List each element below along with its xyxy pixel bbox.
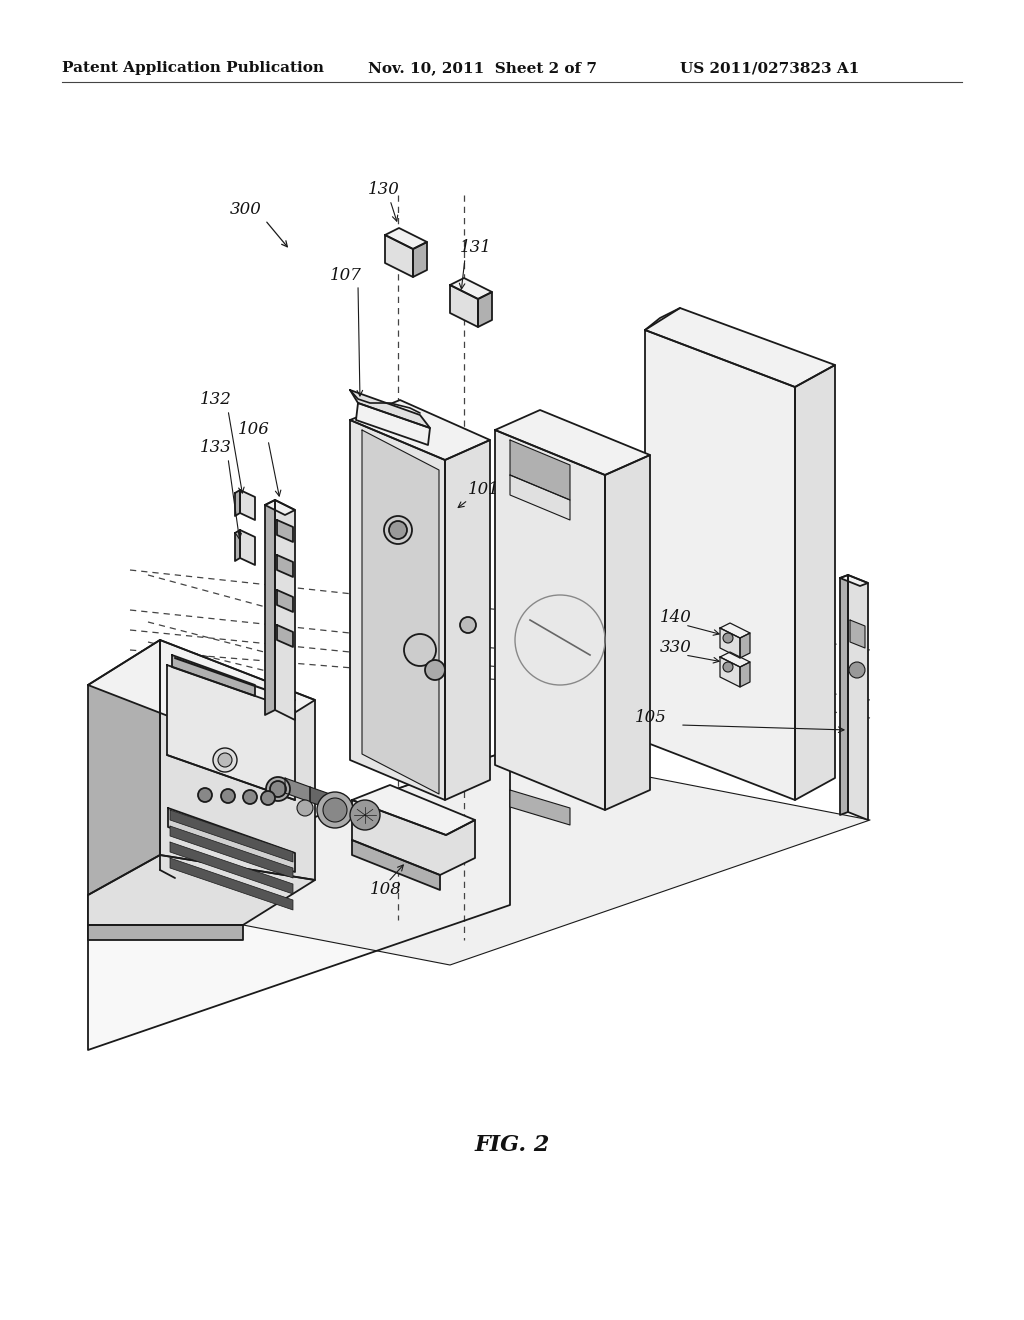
Polygon shape bbox=[450, 279, 492, 300]
Circle shape bbox=[323, 799, 347, 822]
Polygon shape bbox=[848, 576, 868, 820]
Text: 106: 106 bbox=[238, 421, 270, 438]
Polygon shape bbox=[413, 242, 427, 277]
Polygon shape bbox=[170, 858, 293, 909]
Polygon shape bbox=[275, 500, 295, 719]
Polygon shape bbox=[265, 500, 275, 715]
Polygon shape bbox=[362, 430, 439, 795]
Polygon shape bbox=[350, 389, 430, 428]
Circle shape bbox=[460, 616, 476, 634]
Polygon shape bbox=[385, 228, 427, 249]
Polygon shape bbox=[278, 520, 293, 543]
Circle shape bbox=[384, 516, 412, 544]
Polygon shape bbox=[720, 628, 740, 657]
Polygon shape bbox=[168, 808, 295, 873]
Polygon shape bbox=[840, 576, 868, 586]
Polygon shape bbox=[645, 308, 835, 387]
Text: 330: 330 bbox=[660, 639, 692, 656]
Polygon shape bbox=[850, 620, 865, 648]
Polygon shape bbox=[310, 787, 330, 809]
Text: 300: 300 bbox=[230, 202, 262, 219]
Circle shape bbox=[317, 792, 353, 828]
Polygon shape bbox=[172, 655, 255, 696]
Circle shape bbox=[723, 663, 733, 672]
Polygon shape bbox=[88, 750, 870, 965]
Polygon shape bbox=[740, 634, 750, 657]
Polygon shape bbox=[170, 842, 293, 894]
Polygon shape bbox=[352, 840, 440, 890]
Polygon shape bbox=[350, 400, 490, 459]
Polygon shape bbox=[160, 640, 315, 880]
Text: FIG. 2: FIG. 2 bbox=[474, 1134, 550, 1156]
Polygon shape bbox=[495, 411, 650, 475]
Circle shape bbox=[849, 663, 865, 678]
Text: 131: 131 bbox=[460, 239, 492, 256]
Polygon shape bbox=[352, 800, 475, 875]
Text: 133: 133 bbox=[200, 440, 231, 457]
Polygon shape bbox=[234, 531, 240, 561]
Polygon shape bbox=[356, 403, 430, 445]
Circle shape bbox=[261, 791, 275, 805]
Polygon shape bbox=[445, 440, 490, 800]
Polygon shape bbox=[510, 475, 570, 520]
Text: US 2011/0273823 A1: US 2011/0273823 A1 bbox=[680, 61, 859, 75]
Polygon shape bbox=[278, 554, 293, 577]
Polygon shape bbox=[234, 490, 240, 516]
Circle shape bbox=[213, 748, 237, 772]
Text: 105: 105 bbox=[635, 710, 667, 726]
Polygon shape bbox=[278, 624, 293, 647]
Polygon shape bbox=[88, 925, 243, 940]
Circle shape bbox=[297, 800, 313, 816]
Polygon shape bbox=[167, 665, 295, 800]
Polygon shape bbox=[88, 750, 510, 1049]
Polygon shape bbox=[88, 640, 160, 895]
Circle shape bbox=[221, 789, 234, 803]
Polygon shape bbox=[88, 855, 315, 925]
Circle shape bbox=[198, 788, 212, 803]
Polygon shape bbox=[510, 440, 570, 500]
Text: 132: 132 bbox=[200, 392, 231, 408]
Polygon shape bbox=[352, 785, 475, 836]
Polygon shape bbox=[740, 663, 750, 686]
Polygon shape bbox=[645, 330, 795, 800]
Polygon shape bbox=[170, 826, 293, 878]
Polygon shape bbox=[840, 576, 848, 814]
Polygon shape bbox=[720, 623, 750, 638]
Polygon shape bbox=[240, 490, 255, 520]
Polygon shape bbox=[385, 235, 413, 277]
Text: 101: 101 bbox=[468, 482, 500, 499]
Circle shape bbox=[266, 777, 290, 801]
Polygon shape bbox=[265, 500, 295, 515]
Text: 108: 108 bbox=[370, 882, 401, 899]
Polygon shape bbox=[350, 420, 445, 800]
Polygon shape bbox=[720, 652, 750, 667]
Circle shape bbox=[723, 634, 733, 643]
Circle shape bbox=[243, 789, 257, 804]
Polygon shape bbox=[88, 640, 315, 744]
Polygon shape bbox=[495, 430, 605, 810]
Polygon shape bbox=[278, 590, 293, 612]
Polygon shape bbox=[450, 285, 478, 327]
Circle shape bbox=[404, 634, 436, 667]
Polygon shape bbox=[720, 657, 740, 686]
Circle shape bbox=[218, 752, 232, 767]
Circle shape bbox=[425, 660, 445, 680]
Polygon shape bbox=[240, 531, 255, 565]
Polygon shape bbox=[605, 455, 650, 810]
Text: Patent Application Publication: Patent Application Publication bbox=[62, 61, 324, 75]
Circle shape bbox=[350, 800, 380, 830]
Polygon shape bbox=[478, 292, 492, 327]
Text: 130: 130 bbox=[368, 181, 400, 198]
Polygon shape bbox=[170, 810, 293, 862]
Polygon shape bbox=[285, 777, 310, 803]
Polygon shape bbox=[510, 789, 570, 825]
Text: 107: 107 bbox=[330, 267, 361, 284]
Polygon shape bbox=[795, 366, 835, 800]
Circle shape bbox=[270, 781, 286, 797]
Text: 140: 140 bbox=[660, 610, 692, 627]
Text: Nov. 10, 2011  Sheet 2 of 7: Nov. 10, 2011 Sheet 2 of 7 bbox=[368, 61, 597, 75]
Circle shape bbox=[389, 521, 407, 539]
